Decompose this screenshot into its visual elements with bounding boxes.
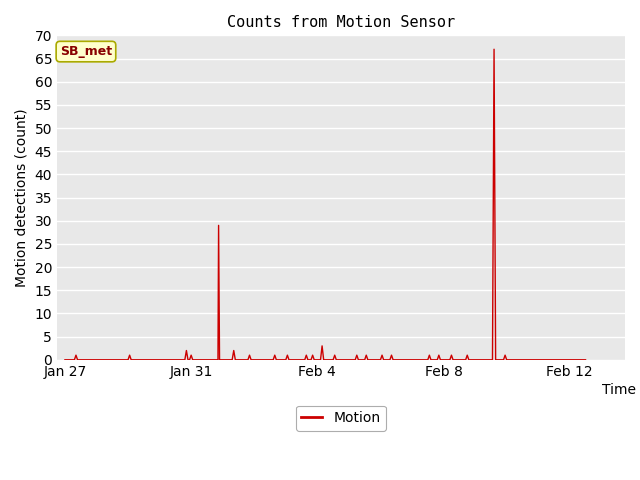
- Title: Counts from Motion Sensor: Counts from Motion Sensor: [227, 15, 455, 30]
- Y-axis label: Motion detections (count): Motion detections (count): [15, 108, 29, 287]
- Legend: Motion: Motion: [296, 406, 386, 431]
- Text: SB_met: SB_met: [60, 45, 112, 58]
- X-axis label: Time: Time: [602, 383, 636, 396]
